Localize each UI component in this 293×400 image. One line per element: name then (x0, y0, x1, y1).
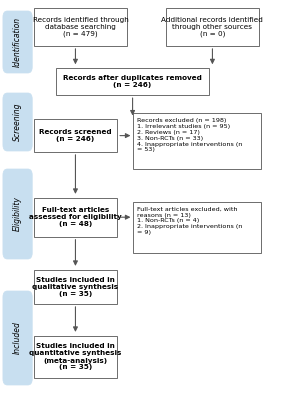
Text: Full-text articles excluded, with
reasons (n = 13)
1. Non-RCTs (n = 4)
2. Inappr: Full-text articles excluded, with reason… (137, 207, 242, 235)
FancyBboxPatch shape (3, 93, 32, 151)
Text: Included: Included (13, 322, 22, 354)
FancyBboxPatch shape (3, 291, 32, 385)
FancyBboxPatch shape (133, 202, 261, 253)
Text: Records excluded (n = 198)
1. Irrelevant studies (n = 95)
2. Reviews (n = 17)
3.: Records excluded (n = 198) 1. Irrelevant… (137, 118, 242, 152)
Text: Additional records identified
through other sources
(n = 0): Additional records identified through ot… (161, 17, 263, 37)
FancyBboxPatch shape (166, 8, 259, 46)
FancyBboxPatch shape (34, 119, 117, 152)
Text: Records identified through
database searching
(n = 479): Records identified through database sear… (33, 17, 128, 37)
FancyBboxPatch shape (133, 113, 261, 169)
FancyBboxPatch shape (34, 8, 127, 46)
Text: Identification: Identification (13, 17, 22, 67)
Text: Screening: Screening (13, 103, 22, 141)
Text: Studies included in
quantitative synthesis
(meta-analysis)
(n = 35): Studies included in quantitative synthes… (29, 344, 122, 370)
FancyBboxPatch shape (34, 198, 117, 237)
FancyBboxPatch shape (34, 270, 117, 304)
Text: Records screened
(n = 246): Records screened (n = 246) (39, 129, 112, 142)
Text: Records after duplicates removed
(n = 246): Records after duplicates removed (n = 24… (63, 75, 202, 88)
Text: Full-text articles
assessed for eligibility
(n = 48): Full-text articles assessed for eligibil… (29, 207, 122, 227)
FancyBboxPatch shape (3, 11, 32, 73)
FancyBboxPatch shape (3, 169, 32, 259)
FancyBboxPatch shape (34, 336, 117, 378)
FancyBboxPatch shape (56, 68, 209, 95)
Text: Eligibility: Eligibility (13, 196, 22, 232)
Text: Studies included in
qualitative synthesis
(n = 35): Studies included in qualitative synthesi… (33, 277, 118, 297)
